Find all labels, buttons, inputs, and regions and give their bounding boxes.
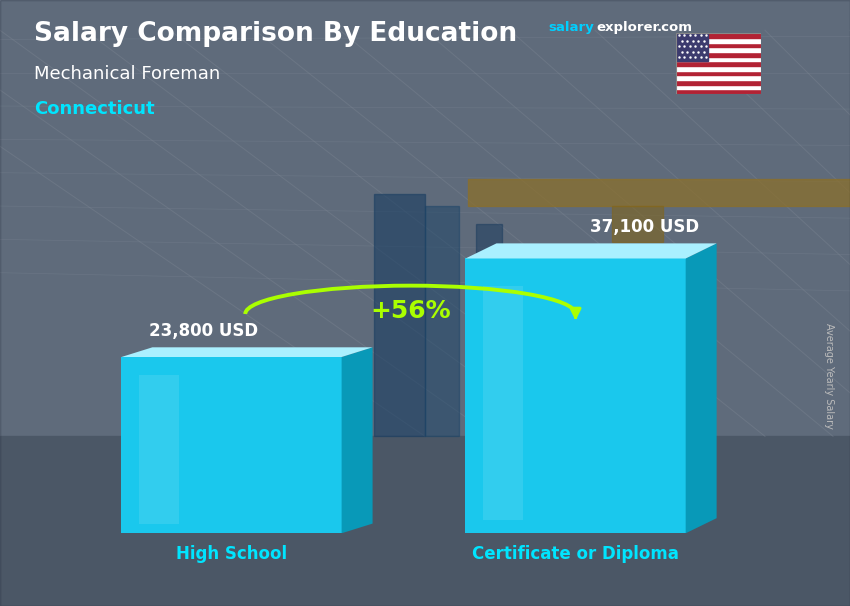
Polygon shape (122, 347, 372, 357)
Text: Certificate or Diploma: Certificate or Diploma (472, 545, 679, 564)
Polygon shape (466, 244, 717, 259)
Bar (476, 224, 502, 436)
Bar (676, 89, 761, 94)
Bar (374, 194, 425, 436)
Bar (676, 42, 761, 47)
Bar (425, 206, 459, 436)
Bar (676, 56, 761, 61)
Bar (0, 0, 850, 436)
Text: Salary Comparison By Education: Salary Comparison By Education (34, 21, 517, 47)
Text: 37,100 USD: 37,100 USD (590, 218, 699, 236)
Bar (483, 286, 523, 519)
Text: salary: salary (548, 21, 594, 33)
Bar (676, 33, 708, 61)
Bar (676, 47, 761, 52)
Text: Average Yearly Salary: Average Yearly Salary (824, 323, 834, 428)
Text: +56%: +56% (370, 299, 450, 323)
Bar (676, 75, 761, 80)
Polygon shape (686, 244, 717, 533)
Text: Connecticut: Connecticut (34, 100, 155, 118)
Bar (676, 66, 761, 71)
Bar (676, 33, 761, 38)
FancyBboxPatch shape (122, 357, 342, 533)
Text: explorer: explorer (597, 21, 660, 33)
Bar (139, 375, 178, 524)
Text: .com: .com (656, 21, 692, 33)
Polygon shape (342, 347, 372, 533)
Text: Mechanical Foreman: Mechanical Foreman (34, 65, 220, 83)
Bar (0, 436, 850, 606)
Bar (676, 80, 761, 85)
Text: 23,800 USD: 23,800 USD (150, 322, 258, 340)
Bar (676, 85, 761, 89)
Bar (676, 61, 761, 66)
FancyBboxPatch shape (466, 259, 686, 533)
Bar (676, 38, 761, 42)
Bar (676, 71, 761, 75)
Text: High School: High School (176, 545, 287, 564)
Bar (612, 206, 663, 242)
Bar (468, 179, 850, 206)
Bar (676, 52, 761, 56)
